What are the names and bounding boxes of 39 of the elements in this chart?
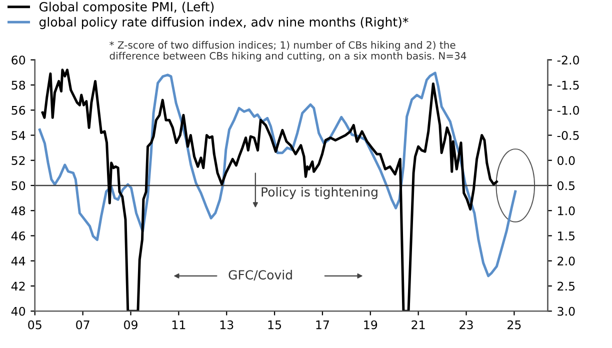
y-tick-label: 54 [12, 131, 26, 140]
legend-label: global policy rate diffusion index, adv nine months (Right)* [39, 17, 408, 30]
y-tick-label: 40 [11, 306, 26, 316]
annotation: Policy is tightening [262, 186, 378, 200]
y2-tick-label: -1.0 [557, 106, 580, 115]
x-tick-label: 13 [220, 320, 234, 330]
x-tick-label: 09 [124, 320, 138, 330]
y-tick-label: 46 [11, 231, 26, 240]
y2-tick-label: 1.5 [558, 232, 575, 240]
y2-tick-label: 1.0 [558, 206, 575, 216]
y-tick-label: 42 [11, 282, 25, 290]
x-tick-label: 05 [28, 320, 42, 330]
y-tick-label: 48 [11, 206, 26, 216]
y2-tick-label: 0.0 [558, 156, 575, 166]
y-tick-label: 52 [12, 156, 25, 166]
y2-tick-label: -1.5 [557, 80, 579, 90]
x-tick-label: 15 [268, 320, 282, 330]
y2-tick-label: 2.5 [558, 282, 575, 291]
y-tick-label: 50 [12, 181, 26, 190]
y2-tick-label: 3.0 [558, 306, 575, 316]
x-tick-label: 19 [364, 320, 378, 330]
x-tick-label: 23 [460, 320, 473, 330]
x-tick-label: 07 [76, 320, 90, 330]
y-tick-label: 56 [12, 106, 26, 115]
annotation: GFC/Covid [228, 270, 292, 281]
x-tick-label: 11 [172, 320, 186, 330]
y2-tick-label: -0.5 [557, 130, 579, 140]
x-tick-label: 17 [316, 320, 329, 330]
line-series [41, 68, 498, 312]
x-tick-label: 21 [412, 320, 425, 330]
annotation: * Z-score of two diffusion indices; 1) number of CBs hiking and 2) the difference between CBs hiking and cutting, on a six month basis. N=34 [110, 41, 466, 62]
x-tick-label: 25 [508, 320, 521, 330]
y-tick-label: 58 [12, 80, 26, 90]
y-tick-label: 60 [12, 56, 26, 65]
y2-tick-label: 2.0 [558, 256, 575, 266]
y-tick-label: 44 [11, 256, 26, 266]
y2-tick-label: -2.0 [557, 56, 580, 65]
legend-label: Global composite PMI, (Left) [39, 2, 214, 14]
y2-tick-label: 0.5 [558, 181, 575, 190]
